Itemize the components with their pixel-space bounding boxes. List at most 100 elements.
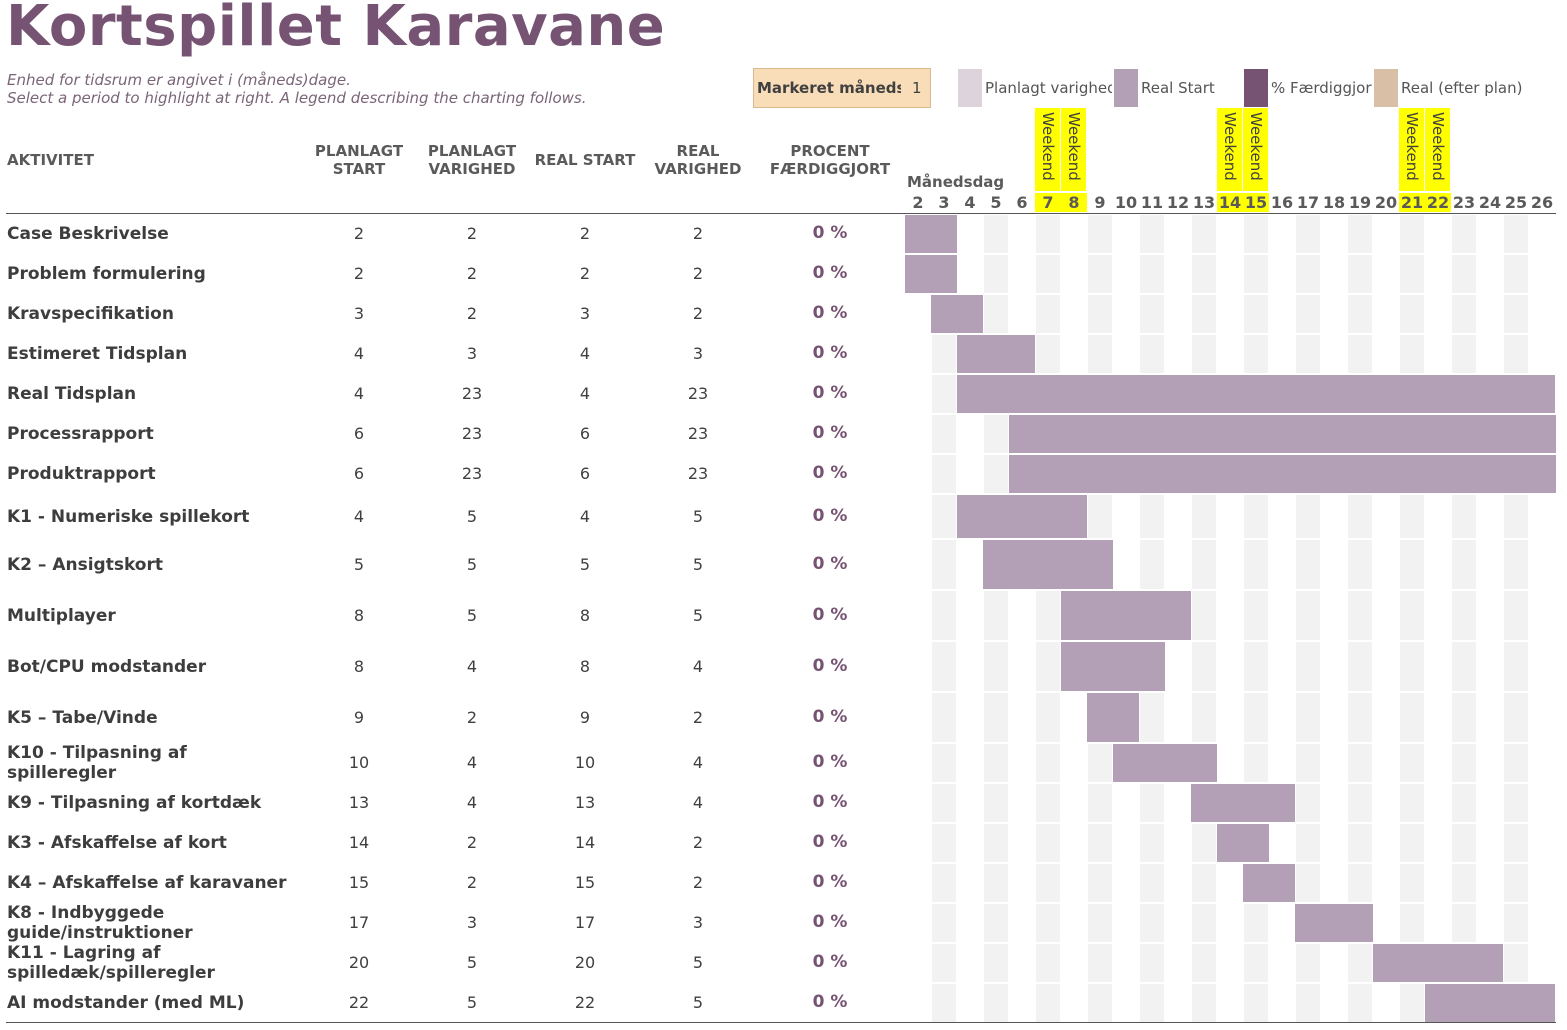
cell-percent-complete[interactable]: 0 % <box>812 912 848 932</box>
cell-real-dur[interactable]: 2 <box>692 264 704 283</box>
cell-real-start[interactable]: 6 <box>579 464 591 483</box>
cell-plan-start[interactable]: 17 <box>348 913 370 932</box>
cell-percent-complete[interactable]: 0 % <box>812 992 848 1012</box>
cell-plan-dur[interactable]: 5 <box>466 507 478 526</box>
cell-real-start[interactable]: 14 <box>574 833 596 852</box>
cell-plan-start[interactable]: 3 <box>353 304 365 323</box>
cell-plan-start[interactable]: 2 <box>353 224 365 243</box>
cell-real-dur[interactable]: 2 <box>692 873 704 892</box>
activity-name[interactable]: Kravspecifikation <box>7 304 174 324</box>
cell-real-dur[interactable]: 5 <box>692 606 704 625</box>
cell-plan-dur[interactable]: 5 <box>466 993 478 1012</box>
cell-real-start[interactable]: 2 <box>579 224 591 243</box>
cell-real-dur[interactable]: 2 <box>692 224 704 243</box>
activity-name[interactable]: K4 – Afskaffelse af karavaner <box>7 873 287 893</box>
cell-plan-start[interactable]: 9 <box>353 708 365 727</box>
cell-plan-start[interactable]: 4 <box>353 507 365 526</box>
cell-real-dur[interactable]: 5 <box>692 507 704 526</box>
cell-plan-dur[interactable]: 4 <box>466 793 478 812</box>
cell-plan-start[interactable]: 15 <box>348 873 370 892</box>
cell-plan-dur[interactable]: 5 <box>466 953 478 972</box>
cell-real-dur[interactable]: 2 <box>692 708 704 727</box>
cell-percent-complete[interactable]: 0 % <box>812 263 848 283</box>
cell-plan-start[interactable]: 4 <box>353 384 365 403</box>
cell-plan-dur[interactable]: 23 <box>461 464 483 483</box>
cell-plan-start[interactable]: 6 <box>353 464 365 483</box>
activity-name[interactable]: K11 - Lagring af spilledæk/spilleregler <box>7 943 215 983</box>
cell-real-start[interactable]: 4 <box>579 507 591 526</box>
cell-real-dur[interactable]: 23 <box>687 424 709 443</box>
cell-real-dur[interactable]: 23 <box>687 464 709 483</box>
cell-real-dur[interactable]: 4 <box>692 753 704 772</box>
cell-plan-start[interactable]: 6 <box>353 424 365 443</box>
cell-real-start[interactable]: 22 <box>574 993 596 1012</box>
cell-real-dur[interactable]: 5 <box>692 555 704 574</box>
cell-percent-complete[interactable]: 0 % <box>812 707 848 727</box>
cell-real-start[interactable]: 3 <box>579 304 591 323</box>
activity-name[interactable]: K8 - Indbyggede guide/instruktioner <box>7 903 193 943</box>
cell-percent-complete[interactable]: 0 % <box>812 423 848 443</box>
cell-plan-dur[interactable]: 23 <box>461 384 483 403</box>
cell-plan-dur[interactable]: 3 <box>466 913 478 932</box>
cell-percent-complete[interactable]: 0 % <box>812 832 848 852</box>
highlight-period-box[interactable] <box>753 68 931 108</box>
cell-plan-dur[interactable]: 4 <box>466 657 478 676</box>
cell-real-start[interactable]: 9 <box>579 708 591 727</box>
cell-plan-start[interactable]: 5 <box>353 555 365 574</box>
cell-plan-dur[interactable]: 5 <box>466 555 478 574</box>
cell-percent-complete[interactable]: 0 % <box>812 752 848 772</box>
cell-real-start[interactable]: 8 <box>579 657 591 676</box>
cell-real-start[interactable]: 4 <box>579 384 591 403</box>
cell-real-start[interactable]: 17 <box>574 913 596 932</box>
cell-plan-dur[interactable]: 4 <box>466 753 478 772</box>
cell-plan-dur[interactable]: 5 <box>466 606 478 625</box>
cell-real-dur[interactable]: 23 <box>687 384 709 403</box>
cell-plan-start[interactable]: 4 <box>353 344 365 363</box>
cell-plan-dur[interactable]: 2 <box>466 833 478 852</box>
cell-plan-start[interactable]: 8 <box>353 606 365 625</box>
cell-real-dur[interactable]: 5 <box>692 953 704 972</box>
cell-percent-complete[interactable]: 0 % <box>812 343 848 363</box>
activity-name[interactable]: Real Tidsplan <box>7 384 137 404</box>
cell-plan-start[interactable]: 20 <box>348 953 370 972</box>
cell-real-start[interactable]: 15 <box>574 873 596 892</box>
activity-name[interactable]: AI modstander (med ML) <box>7 993 245 1013</box>
cell-percent-complete[interactable]: 0 % <box>812 952 848 972</box>
cell-percent-complete[interactable]: 0 % <box>812 303 848 323</box>
cell-percent-complete[interactable]: 0 % <box>812 792 848 812</box>
cell-plan-dur[interactable]: 2 <box>466 304 478 323</box>
cell-percent-complete[interactable]: 0 % <box>812 554 848 574</box>
activity-name[interactable]: Estimeret Tidsplan <box>7 344 188 364</box>
cell-real-dur[interactable]: 3 <box>692 344 704 363</box>
cell-real-start[interactable]: 10 <box>574 753 596 772</box>
cell-percent-complete[interactable]: 0 % <box>812 506 848 526</box>
cell-plan-start[interactable]: 13 <box>348 793 370 812</box>
cell-real-dur[interactable]: 5 <box>692 993 704 1012</box>
activity-name[interactable]: K10 - Tilpasning af spilleregler <box>7 743 187 783</box>
highlight-period-input[interactable]: 1 <box>912 79 922 97</box>
activity-name[interactable]: Bot/CPU modstander <box>7 657 207 677</box>
cell-percent-complete[interactable]: 0 % <box>812 463 848 483</box>
cell-real-start[interactable]: 20 <box>574 953 596 972</box>
cell-plan-start[interactable]: 10 <box>348 753 370 772</box>
cell-plan-dur[interactable]: 3 <box>466 344 478 363</box>
cell-plan-dur[interactable]: 2 <box>466 873 478 892</box>
cell-real-start[interactable]: 2 <box>579 264 591 283</box>
activity-name[interactable]: Case Beskrivelse <box>7 224 169 244</box>
cell-real-start[interactable]: 4 <box>579 344 591 363</box>
cell-real-start[interactable]: 5 <box>579 555 591 574</box>
cell-real-dur[interactable]: 2 <box>692 304 704 323</box>
cell-real-dur[interactable]: 2 <box>692 833 704 852</box>
cell-percent-complete[interactable]: 0 % <box>812 872 848 892</box>
activity-name[interactable]: Multiplayer <box>7 606 116 626</box>
activity-name[interactable]: Processrapport <box>7 424 154 444</box>
cell-real-start[interactable]: 8 <box>579 606 591 625</box>
cell-percent-complete[interactable]: 0 % <box>812 223 848 243</box>
activity-name[interactable]: Produktrapport <box>7 464 156 484</box>
cell-real-start[interactable]: 13 <box>574 793 596 812</box>
activity-name[interactable]: K3 - Afskaffelse af kort <box>7 833 227 853</box>
cell-plan-start[interactable]: 2 <box>353 264 365 283</box>
activity-name[interactable]: Problem formulering <box>7 264 206 284</box>
activity-name[interactable]: K5 – Tabe/Vinde <box>7 708 158 728</box>
cell-percent-complete[interactable]: 0 % <box>812 383 848 403</box>
